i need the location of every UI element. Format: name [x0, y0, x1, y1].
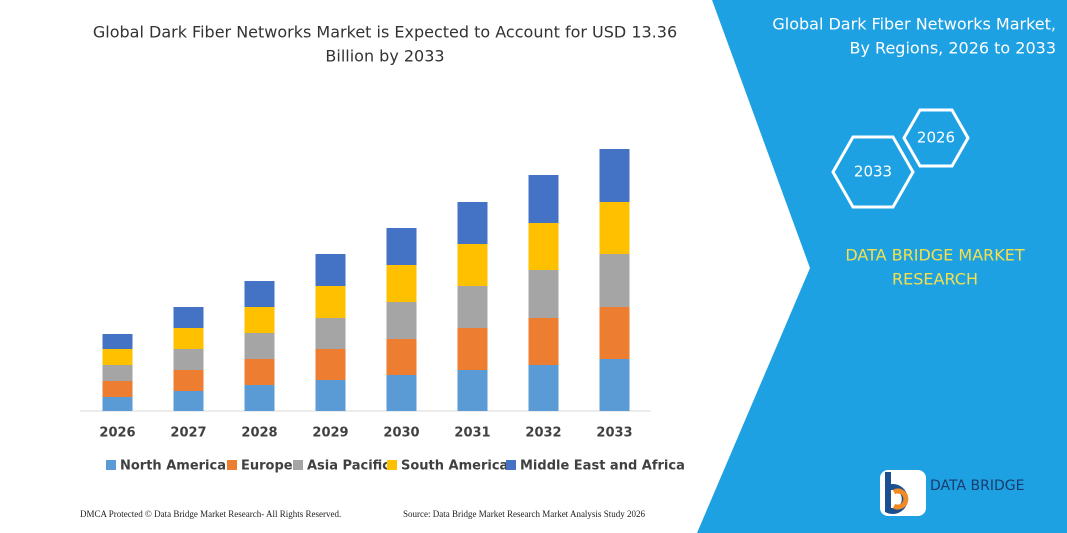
bar-segment	[173, 391, 204, 411]
logo-icon	[892, 488, 909, 510]
legend-label: South America	[401, 459, 508, 474]
legend-swatch	[506, 460, 516, 470]
bar-segment	[528, 223, 559, 270]
x-tick-label: 2033	[596, 426, 632, 441]
bar-segment	[386, 339, 417, 375]
bar-segment	[173, 370, 204, 391]
legend-label: Europe	[241, 459, 293, 474]
x-tick-label: 2026	[99, 426, 135, 441]
bar-segment	[315, 318, 346, 349]
bar-segment	[244, 385, 275, 411]
hexagon-label: 2026	[917, 129, 955, 147]
bar-segment	[528, 175, 559, 223]
x-tick-label: 2032	[525, 426, 561, 441]
bar-segment	[315, 380, 346, 411]
bar-segment	[315, 254, 346, 286]
hexagon	[902, 108, 970, 168]
x-tick-label: 2028	[241, 426, 277, 441]
logo-text: DATA BRIDGE	[930, 478, 1024, 494]
bar-segment	[599, 359, 630, 411]
bar-segment	[457, 286, 488, 328]
x-tick-label: 2027	[170, 426, 206, 441]
bar-segment	[315, 286, 346, 318]
bar-segment	[244, 307, 275, 333]
bar-segment	[386, 375, 417, 411]
legend-swatch	[293, 460, 303, 470]
side-panel-bg	[697, 0, 1067, 533]
bar-segment	[102, 381, 133, 397]
bar-segment	[173, 307, 204, 328]
bar-segment	[244, 333, 275, 359]
bar-segment	[528, 270, 559, 318]
legend-label: Asia Pacific	[307, 459, 390, 474]
chart-title: Billion by 2033	[325, 47, 444, 66]
chart-title: Global Dark Fiber Networks Market is Exp…	[93, 23, 677, 42]
bar-segment	[315, 349, 346, 380]
bar-segment	[102, 365, 133, 381]
bar-segment	[599, 254, 630, 307]
bar-segment	[599, 202, 630, 254]
bar-segment	[244, 281, 275, 307]
bar-segment	[102, 349, 133, 365]
x-tick-label: 2029	[312, 426, 348, 441]
legend-label: Middle East and Africa	[520, 459, 685, 474]
bar-segment	[386, 228, 417, 265]
bar-segment	[386, 302, 417, 339]
bar-segment	[457, 244, 488, 286]
panel-title: Global Dark Fiber Networks Market,	[772, 15, 1056, 34]
bar-segment	[102, 334, 133, 349]
bar-segment	[102, 397, 133, 411]
x-tick-label: 2030	[383, 426, 419, 441]
bar-segment	[244, 359, 275, 385]
legend-label: North America	[120, 459, 226, 474]
bar-segment	[599, 307, 630, 359]
x-tick-label: 2031	[454, 426, 490, 441]
bar-segment	[173, 349, 204, 370]
panel-title: By Regions, 2026 to 2033	[850, 39, 1056, 58]
bar-segment	[528, 365, 559, 411]
legend-swatch	[227, 460, 237, 470]
footer-left: DMCA Protected © Data Bridge Market Rese…	[80, 509, 341, 519]
bar-segment	[386, 265, 417, 302]
bar-segment	[457, 202, 488, 244]
hexagon	[831, 135, 915, 209]
bar-segment	[599, 149, 630, 202]
legend-swatch	[106, 460, 116, 470]
footer-right: Source: Data Bridge Market Research Mark…	[403, 509, 645, 519]
bar-segment	[457, 370, 488, 411]
brand-text: DATA BRIDGE MARKET	[845, 246, 1025, 265]
bar-segment	[173, 328, 204, 349]
bar-segment	[457, 328, 488, 370]
bar-segment	[528, 318, 559, 365]
brand-text: RESEARCH	[892, 270, 978, 289]
legend-swatch	[387, 460, 397, 470]
hexagon-label: 2033	[854, 163, 892, 181]
